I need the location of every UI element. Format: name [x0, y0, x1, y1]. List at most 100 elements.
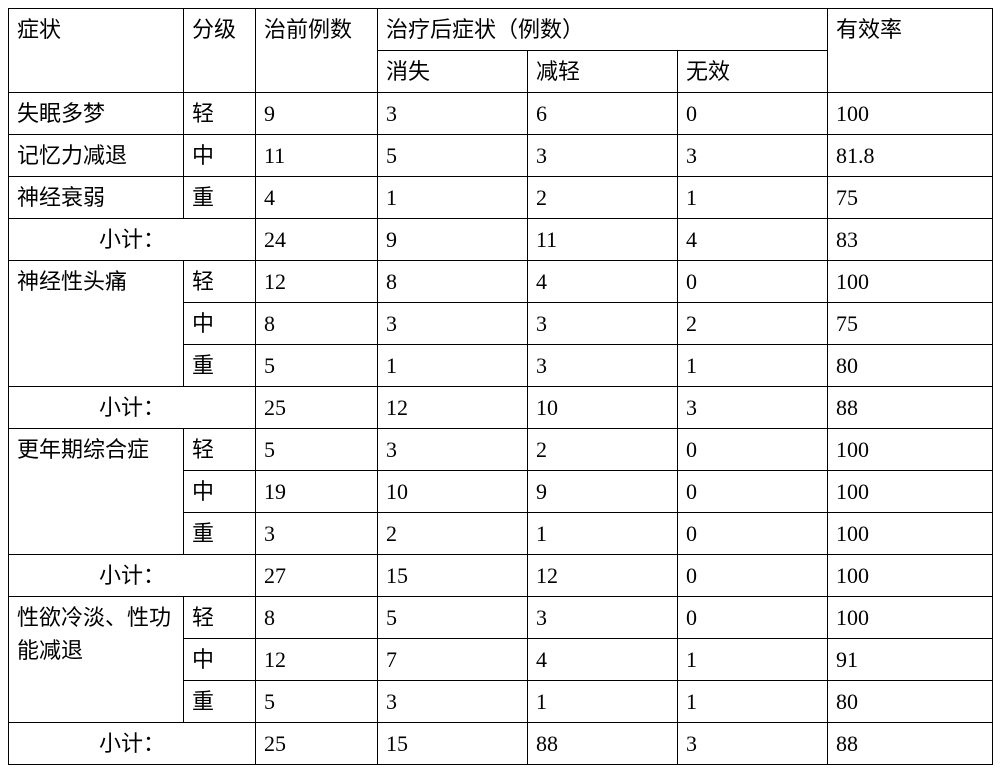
cell-before: 12 — [256, 261, 378, 303]
cell-rate: 80 — [828, 681, 993, 723]
cell-symptom: 性欲冷淡、性功能减退 — [9, 597, 184, 723]
cell-gone: 5 — [378, 597, 528, 639]
cell-before: 11 — [256, 135, 378, 177]
cell-less: 4 — [528, 639, 678, 681]
header-after-group: 治疗后症状（例数） — [378, 9, 828, 51]
header-row-1: 症状 分级 治前例数 治疗后症状（例数） 有效率 — [9, 9, 993, 51]
header-symptom: 症状 — [9, 9, 184, 93]
table-row: 性欲冷淡、性功能减退 轻 8 5 3 0 100 — [9, 597, 993, 639]
cell-rate: 100 — [828, 513, 993, 555]
subtotal-less: 12 — [528, 555, 678, 597]
cell-before: 8 — [256, 597, 378, 639]
cell-none: 1 — [678, 345, 828, 387]
cell-gone: 2 — [378, 513, 528, 555]
subtotal-less: 10 — [528, 387, 678, 429]
cell-less: 9 — [528, 471, 678, 513]
cell-none: 0 — [678, 513, 828, 555]
cell-level: 中 — [184, 135, 256, 177]
cell-less: 6 — [528, 93, 678, 135]
cell-symptom: 更年期综合症 — [9, 429, 184, 555]
cell-level: 重 — [184, 681, 256, 723]
cell-none: 0 — [678, 261, 828, 303]
table-row: 神经性头痛 轻 12 8 4 0 100 — [9, 261, 993, 303]
cell-before: 4 — [256, 177, 378, 219]
cell-before: 3 — [256, 513, 378, 555]
cell-none: 0 — [678, 429, 828, 471]
cell-gone: 3 — [378, 303, 528, 345]
subtotal-gone: 9 — [378, 219, 528, 261]
cell-none: 3 — [678, 135, 828, 177]
cell-rate: 100 — [828, 471, 993, 513]
cell-gone: 3 — [378, 93, 528, 135]
cell-level: 中 — [184, 639, 256, 681]
cell-gone: 10 — [378, 471, 528, 513]
subtotal-label: 小计： — [9, 219, 256, 261]
cell-symptom: 记忆力减退 — [9, 135, 184, 177]
subtotal-rate: 88 — [828, 387, 993, 429]
cell-level: 中 — [184, 303, 256, 345]
cell-rate: 100 — [828, 261, 993, 303]
subtotal-row: 小计： 25 12 10 3 88 — [9, 387, 993, 429]
cell-before: 9 — [256, 93, 378, 135]
cell-before: 5 — [256, 681, 378, 723]
cell-before: 19 — [256, 471, 378, 513]
subtotal-gone: 12 — [378, 387, 528, 429]
cell-gone: 1 — [378, 345, 528, 387]
cell-less: 1 — [528, 513, 678, 555]
cell-none: 2 — [678, 303, 828, 345]
subtotal-gone: 15 — [378, 723, 528, 765]
cell-level: 轻 — [184, 261, 256, 303]
table-row: 记忆力减退 中 11 5 3 3 81.8 — [9, 135, 993, 177]
cell-gone: 7 — [378, 639, 528, 681]
cell-level: 轻 — [184, 93, 256, 135]
cell-level: 中 — [184, 471, 256, 513]
cell-level: 轻 — [184, 597, 256, 639]
subtotal-less: 88 — [528, 723, 678, 765]
cell-less: 3 — [528, 597, 678, 639]
subtotal-none: 0 — [678, 555, 828, 597]
header-less: 减轻 — [528, 51, 678, 93]
cell-none: 1 — [678, 639, 828, 681]
cell-less: 3 — [528, 303, 678, 345]
subtotal-before: 25 — [256, 723, 378, 765]
header-none: 无效 — [678, 51, 828, 93]
subtotal-none: 3 — [678, 387, 828, 429]
subtotal-less: 11 — [528, 219, 678, 261]
cell-before: 5 — [256, 345, 378, 387]
cell-level: 重 — [184, 345, 256, 387]
cell-level: 重 — [184, 513, 256, 555]
subtotal-row: 小计： 25 15 88 3 88 — [9, 723, 993, 765]
cell-none: 1 — [678, 177, 828, 219]
cell-before: 5 — [256, 429, 378, 471]
cell-rate: 75 — [828, 303, 993, 345]
cell-rate: 100 — [828, 429, 993, 471]
subtotal-before: 25 — [256, 387, 378, 429]
subtotal-label: 小计： — [9, 387, 256, 429]
cell-none: 0 — [678, 93, 828, 135]
cell-none: 0 — [678, 471, 828, 513]
table-row: 失眠多梦 轻 9 3 6 0 100 — [9, 93, 993, 135]
cell-rate: 100 — [828, 597, 993, 639]
clinical-results-table: 症状 分级 治前例数 治疗后症状（例数） 有效率 消失 减轻 无效 失眠多梦 轻… — [8, 8, 993, 765]
cell-less: 4 — [528, 261, 678, 303]
cell-level: 重 — [184, 177, 256, 219]
table-row: 神经衰弱 重 4 1 2 1 75 — [9, 177, 993, 219]
subtotal-rate: 83 — [828, 219, 993, 261]
subtotal-gone: 15 — [378, 555, 528, 597]
cell-less: 1 — [528, 681, 678, 723]
subtotal-before: 27 — [256, 555, 378, 597]
cell-none: 0 — [678, 597, 828, 639]
cell-symptom: 神经性头痛 — [9, 261, 184, 387]
cell-gone: 8 — [378, 261, 528, 303]
cell-before: 12 — [256, 639, 378, 681]
subtotal-row: 小计： 27 15 12 0 100 — [9, 555, 993, 597]
cell-gone: 5 — [378, 135, 528, 177]
cell-gone: 3 — [378, 429, 528, 471]
cell-symptom: 失眠多梦 — [9, 93, 184, 135]
subtotal-rate: 88 — [828, 723, 993, 765]
subtotal-label: 小计： — [9, 723, 256, 765]
cell-rate: 75 — [828, 177, 993, 219]
cell-less: 2 — [528, 429, 678, 471]
cell-gone: 3 — [378, 681, 528, 723]
cell-none: 1 — [678, 681, 828, 723]
